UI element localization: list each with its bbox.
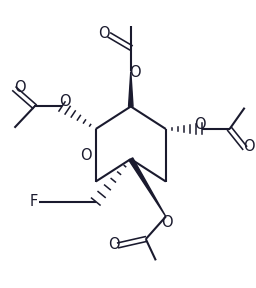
- Polygon shape: [129, 71, 133, 107]
- Text: O: O: [80, 148, 92, 163]
- Text: O: O: [129, 65, 140, 80]
- Text: F: F: [30, 194, 38, 209]
- Text: O: O: [14, 80, 25, 95]
- Polygon shape: [129, 158, 166, 217]
- Text: O: O: [108, 236, 120, 252]
- Text: O: O: [161, 215, 173, 230]
- Text: O: O: [98, 26, 110, 41]
- Text: O: O: [243, 139, 255, 154]
- Text: O: O: [194, 117, 206, 132]
- Text: O: O: [59, 94, 70, 109]
